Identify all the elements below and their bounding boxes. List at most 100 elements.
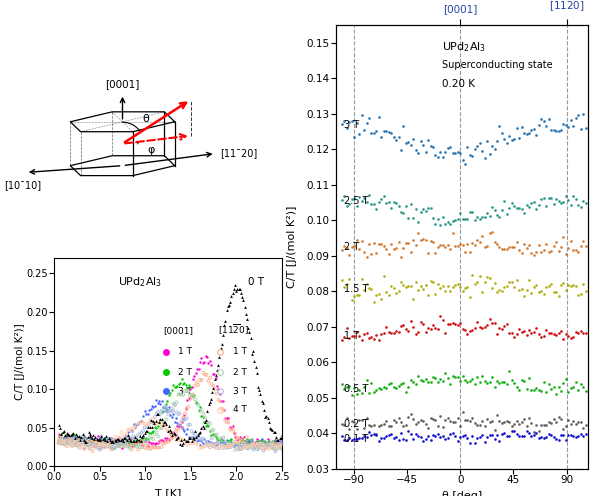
Point	[165, 426, 175, 434]
Point	[222, 441, 232, 449]
Point	[369, 298, 379, 306]
Point	[120, 439, 130, 447]
Point	[246, 437, 256, 445]
Point	[70, 438, 79, 446]
Point	[574, 418, 583, 426]
Point	[95, 436, 105, 444]
Point	[150, 413, 160, 421]
Point	[431, 324, 440, 332]
Point	[106, 435, 116, 443]
Point	[514, 432, 524, 439]
Point	[277, 444, 287, 452]
Point	[369, 421, 379, 429]
Point	[571, 282, 581, 290]
Point	[505, 278, 514, 286]
Point	[406, 376, 416, 384]
Point	[371, 291, 381, 299]
Point	[169, 406, 178, 414]
Point	[89, 442, 99, 450]
Point	[226, 438, 236, 446]
Point	[94, 433, 103, 440]
Point	[97, 432, 106, 440]
Point	[162, 415, 172, 423]
Point	[163, 434, 172, 442]
Point	[98, 440, 108, 448]
Point	[431, 220, 440, 228]
Point	[61, 436, 70, 444]
Point	[262, 442, 272, 450]
Point	[165, 436, 175, 444]
Point	[362, 329, 371, 337]
Point	[202, 371, 211, 379]
Point	[406, 248, 416, 256]
Point	[236, 442, 246, 450]
Point	[164, 422, 173, 430]
Point	[554, 292, 563, 300]
Point	[260, 438, 270, 446]
Point	[571, 378, 581, 386]
Point	[124, 441, 134, 449]
Point	[563, 196, 573, 204]
Point	[126, 434, 136, 442]
Point	[534, 427, 544, 434]
Point	[257, 438, 267, 446]
Point	[347, 391, 356, 399]
Point	[502, 209, 512, 217]
Point	[200, 442, 210, 450]
Point	[482, 415, 492, 423]
Point	[246, 436, 256, 444]
Point	[529, 251, 539, 259]
Point	[130, 424, 140, 432]
Point	[357, 416, 367, 424]
Point	[362, 375, 371, 383]
Point	[188, 375, 198, 383]
Point	[394, 414, 403, 422]
Point	[173, 419, 182, 427]
Point	[151, 439, 161, 447]
Point	[382, 199, 391, 207]
Point	[217, 397, 226, 405]
Point	[218, 436, 227, 444]
Point	[239, 442, 248, 450]
Point	[254, 440, 263, 448]
Point	[394, 436, 403, 444]
Text: [0001]: [0001]	[106, 79, 140, 89]
Point	[377, 330, 386, 338]
Point	[215, 442, 225, 450]
Point	[418, 320, 428, 328]
Point	[164, 391, 173, 399]
Text: 3 T: 3 T	[233, 387, 247, 396]
Point	[103, 439, 113, 447]
Point	[549, 243, 559, 250]
Point	[475, 215, 485, 223]
Point	[98, 439, 108, 447]
Point	[428, 278, 438, 286]
Point	[134, 438, 144, 446]
Point	[88, 431, 98, 439]
Point	[230, 441, 240, 449]
Point	[426, 277, 436, 285]
Point	[487, 203, 497, 211]
Point	[98, 440, 108, 448]
Point	[86, 435, 96, 443]
Point	[112, 434, 121, 442]
Point	[227, 441, 236, 449]
Point	[94, 443, 103, 451]
Point	[260, 444, 270, 452]
Point	[67, 436, 77, 444]
Point	[401, 139, 411, 147]
Point	[492, 330, 502, 338]
Point	[176, 435, 185, 443]
Point	[482, 273, 492, 281]
Point	[581, 199, 590, 207]
Point	[344, 382, 354, 390]
Point	[272, 436, 281, 444]
Point	[269, 440, 278, 448]
Point	[89, 442, 98, 450]
Point	[386, 241, 396, 248]
Point	[384, 291, 394, 299]
Point	[137, 429, 146, 436]
Point	[210, 385, 220, 393]
Point	[80, 439, 90, 447]
Point	[458, 287, 467, 295]
